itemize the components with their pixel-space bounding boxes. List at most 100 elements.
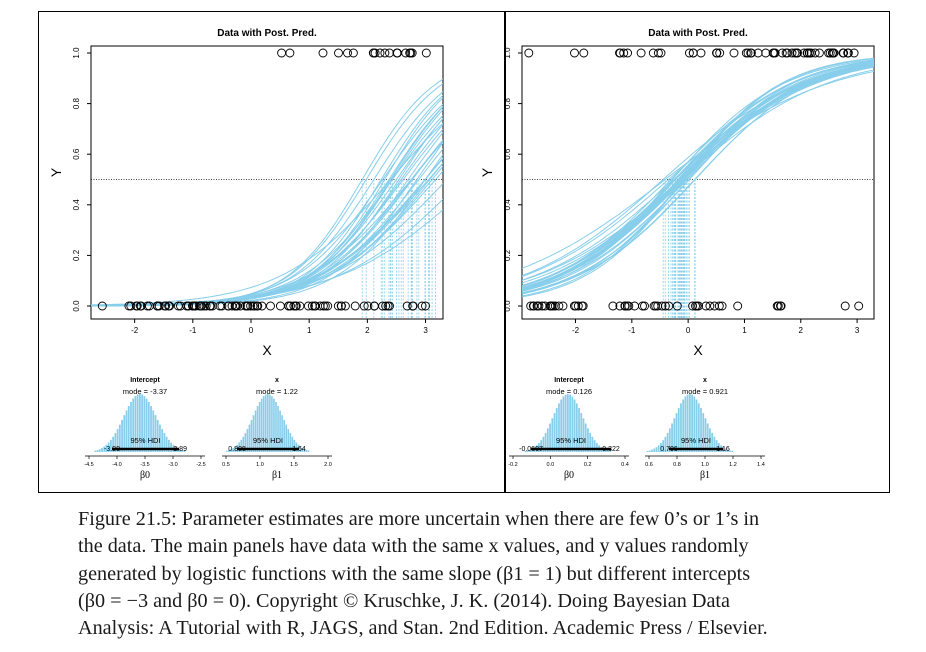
data-point [773,301,783,311]
histogram-bar [697,403,700,452]
histogram-bar [648,450,651,452]
histogram-bar [540,440,543,452]
histogram-tick-label: 1.2 [729,462,737,468]
posterior-curve [522,66,874,281]
histogram-bar [150,405,152,452]
data-point [570,48,579,58]
caption-line-5: Analysis: A Tutorial with R, JAGS, and S… [78,617,768,640]
data-point [207,301,217,311]
data-point [142,301,152,311]
histogram-tick-label: -4.5 [84,462,93,468]
histogram-bar [544,432,547,452]
data-point [714,301,724,311]
histogram-bar [526,450,529,452]
histogram-bar [709,428,711,452]
histogram-bar [242,436,245,452]
histogram-bar [657,445,660,452]
posterior-curve [522,69,874,281]
data-point [524,48,534,58]
data-point [672,301,682,311]
x-tick-label: -2 [572,326,580,335]
histogram-bar [689,394,691,452]
left-panel-chart: Data with Post. Pred. -2 -1 0 1 2 3 X 0.0 0.2 0.4 0… [48,28,444,481]
data-point [554,301,564,311]
data-point [715,48,725,58]
caption-line-4: (β0 = −3 and β0 = 0). Copyright © Krusch… [78,589,731,612]
data-point [385,301,394,311]
histogram-bar [662,440,665,452]
y-tick-label: 0.8 [72,97,81,109]
data-point [615,48,624,58]
data-point [165,301,175,311]
histogram-bar [575,403,578,452]
histogram-bar [232,448,234,452]
data-point [135,301,145,311]
data-point [295,301,305,311]
hdi-low: 0.808 [228,446,246,453]
histogram-bar [170,442,172,452]
data-points [524,48,864,311]
data-point [537,301,547,311]
hdi-high: 1.16 [716,446,730,453]
histogram-bar [287,429,290,452]
plot-title: Data with Post. Pred. [648,28,748,39]
data-point [408,301,418,311]
data-point [615,48,625,58]
histogram-bar [183,450,186,452]
data-point [528,301,538,311]
data-point [375,48,385,58]
data-point [839,48,849,58]
histogram-bar [675,413,678,452]
posterior-curve [522,62,874,287]
histogram-bar [717,443,720,452]
histogram-bar [704,418,707,452]
data-point [217,301,227,311]
data-point [195,301,204,311]
histogram-bar [695,399,698,452]
data-point [310,301,320,311]
histogram-bar [702,413,705,452]
histogram-bar [646,450,649,452]
histogram-bar [684,396,687,452]
data-point [705,301,715,311]
histogram-bar [103,446,106,452]
data-point [792,48,802,58]
data-point [363,301,373,311]
data-point [664,301,674,311]
panel-right: Data with Post. Pred. -2 -1 0 1 2 3 X 0.0 0.2 0.4 0… [467,12,893,492]
histogram-mode: mode = 1.22 [256,387,298,396]
histogram-bar [165,436,168,452]
histogram-bar [293,439,296,452]
histogram-bar [553,413,556,452]
histogram-bar [94,450,97,452]
data-point [579,48,589,58]
histogram-bar [246,429,249,452]
data-point [359,301,369,311]
hdi-high: -2.89 [171,446,187,453]
data-point [840,301,850,311]
data-point [160,301,170,311]
histogram-bar [252,415,255,452]
histogram-mode: mode = 0.126 [546,387,592,396]
histogram-bar [289,433,292,452]
histogram-title: Intercept [554,377,584,384]
histogram-bar [651,449,653,452]
histogram-bar [691,394,693,452]
posterior-curve [522,59,874,291]
histogram-bar [143,396,146,452]
histogram-bar [114,433,117,452]
data-point [132,301,142,311]
data-point [240,301,250,311]
data-point [285,48,295,58]
histogram-mode: mode = 0.921 [682,387,728,396]
data-point [350,301,360,311]
histogram-bar [228,449,230,452]
data-point [769,48,779,58]
histogram-bar [587,428,589,452]
data-point [638,301,647,311]
y-tick-label: 0.4 [503,199,512,211]
figure-caption: Figure 21.5: Parameter estimates are mor… [78,506,878,642]
y-tick-label: 0.6 [72,148,81,160]
histogram-bar [238,442,241,452]
